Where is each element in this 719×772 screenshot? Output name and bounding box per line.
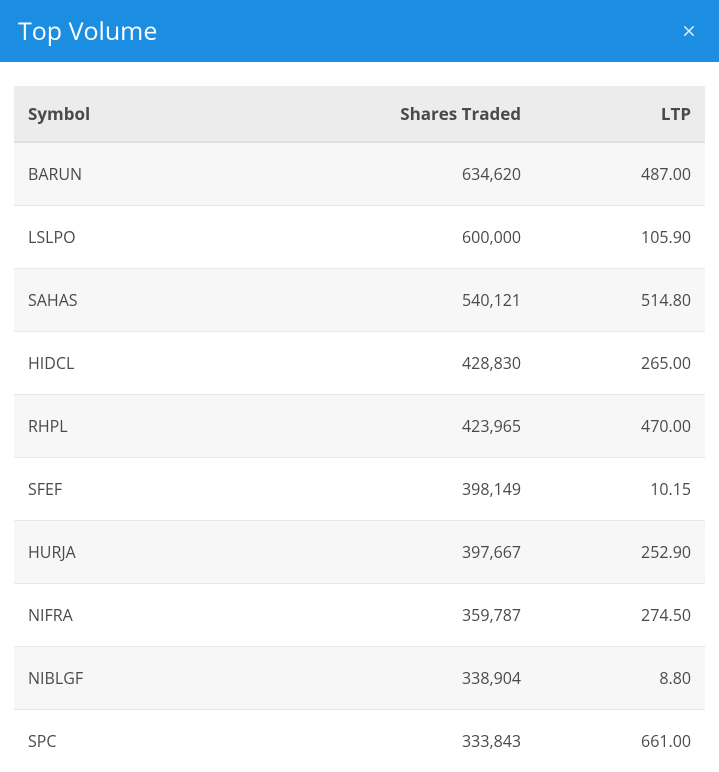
cell-shares-traded: 600,000 [211,206,535,269]
cell-shares-traded: 634,620 [211,142,535,206]
table-row[interactable]: BARUN 634,620 487.00 [14,142,705,206]
cell-symbol: BARUN [14,142,211,206]
table-row[interactable]: HIDCL 428,830 265.00 [14,332,705,395]
cell-shares-traded: 333,843 [211,710,535,772]
cell-shares-traded: 397,667 [211,521,535,584]
modal-header: Top Volume [0,0,719,62]
cell-symbol: HURJA [14,521,211,584]
cell-shares-traded: 359,787 [211,584,535,647]
cell-ltp: 470.00 [535,395,705,458]
cell-ltp: 252.90 [535,521,705,584]
cell-shares-traded: 428,830 [211,332,535,395]
cell-ltp: 10.15 [535,458,705,521]
table-row[interactable]: SFEF 398,149 10.15 [14,458,705,521]
cell-symbol: RHPL [14,395,211,458]
cell-ltp: 105.90 [535,206,705,269]
table-row[interactable]: SAHAS 540,121 514.80 [14,269,705,332]
close-button[interactable] [677,19,701,43]
modal-title: Top Volume [18,14,157,48]
cell-shares-traded: 398,149 [211,458,535,521]
cell-ltp: 265.00 [535,332,705,395]
cell-symbol: HIDCL [14,332,211,395]
table-body: BARUN 634,620 487.00 LSLPO 600,000 105.9… [14,142,705,772]
cell-shares-traded: 423,965 [211,395,535,458]
cell-ltp: 8.80 [535,647,705,710]
cell-ltp: 274.50 [535,584,705,647]
cell-symbol: SFEF [14,458,211,521]
modal-body: Symbol Shares Traded LTP BARUN 634,620 4… [0,62,719,772]
top-volume-modal: Top Volume Symbol Shares Traded LTP BARU… [0,0,719,772]
cell-ltp: 514.80 [535,269,705,332]
cell-shares-traded: 540,121 [211,269,535,332]
cell-symbol: LSLPO [14,206,211,269]
table-row[interactable]: RHPL 423,965 470.00 [14,395,705,458]
cell-symbol: SPC [14,710,211,772]
col-ltp: LTP [535,86,705,142]
table-row[interactable]: LSLPO 600,000 105.90 [14,206,705,269]
col-shares-traded: Shares Traded [211,86,535,142]
cell-ltp: 487.00 [535,142,705,206]
table-row[interactable]: NIBLGF 338,904 8.80 [14,647,705,710]
cell-ltp: 661.00 [535,710,705,772]
cell-symbol: NIFRA [14,584,211,647]
cell-symbol: NIBLGF [14,647,211,710]
table-row[interactable]: HURJA 397,667 252.90 [14,521,705,584]
close-icon [680,22,698,40]
table-row[interactable]: NIFRA 359,787 274.50 [14,584,705,647]
cell-shares-traded: 338,904 [211,647,535,710]
volume-table: Symbol Shares Traded LTP BARUN 634,620 4… [14,86,705,772]
col-symbol: Symbol [14,86,211,142]
table-header-row: Symbol Shares Traded LTP [14,86,705,142]
table-row[interactable]: SPC 333,843 661.00 [14,710,705,772]
cell-symbol: SAHAS [14,269,211,332]
